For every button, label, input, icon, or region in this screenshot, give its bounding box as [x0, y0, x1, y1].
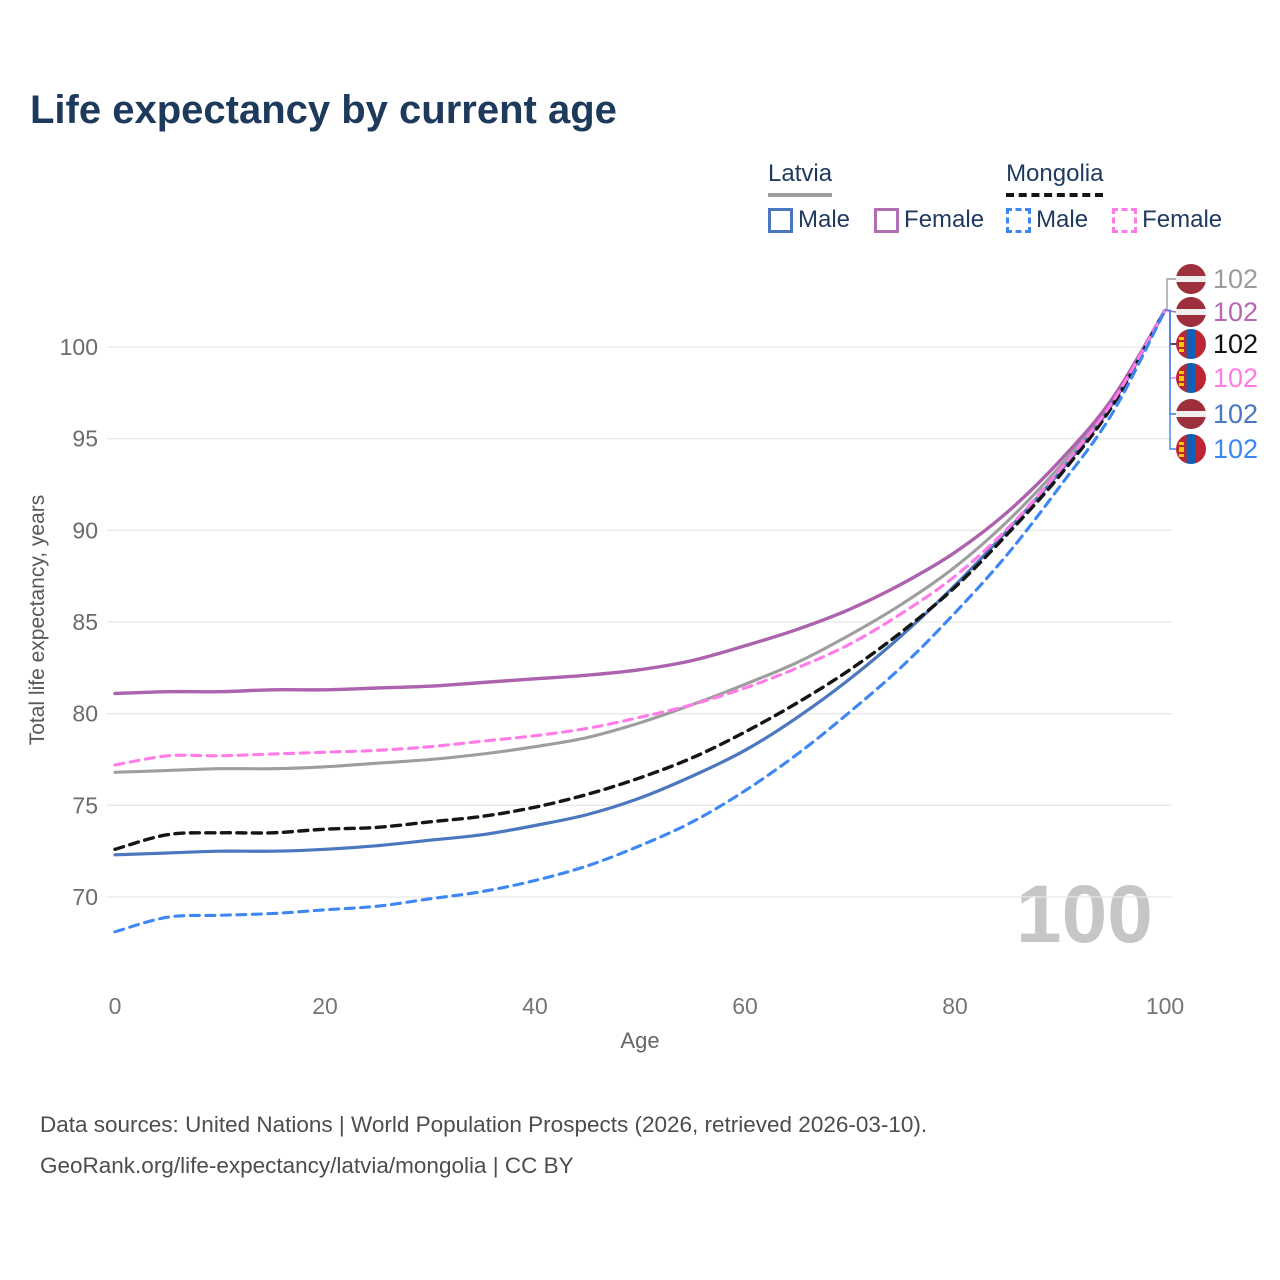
end-label-leader [1165, 309, 1176, 450]
end-label-value: 102 [1213, 297, 1259, 327]
mongolia-male-swatch-icon [1006, 207, 1032, 233]
end-label-row: 102 [1176, 264, 1258, 294]
mongolia-female-swatch-icon [1112, 207, 1138, 233]
y-axis-tick: 90 [72, 517, 98, 543]
mongolia-flag-icon [1176, 363, 1206, 393]
y-axis-tick: 80 [72, 701, 98, 727]
legend-item-latvia-male[interactable]: Male [768, 206, 850, 234]
x-axis-label: Age [620, 1028, 659, 1053]
end-label-value: 102 [1213, 434, 1259, 464]
end-label-value: 102 [1213, 329, 1259, 359]
series-line-latvia-female[interactable] [113, 308, 1167, 696]
mongolia-flag-icon [1176, 329, 1206, 359]
legend-item-mongolia-female[interactable]: Female [1112, 206, 1222, 234]
mongolia-flag-icon [1176, 434, 1206, 464]
latvia-male-swatch-icon [768, 207, 793, 233]
series-line-mongolia-male[interactable] [113, 308, 1167, 934]
legend-group-latvia: Latvia Male Female [768, 160, 984, 234]
age-watermark: 100 [1016, 869, 1153, 960]
y-axis-tick: 85 [72, 609, 98, 635]
series-line-mongolia-female[interactable] [113, 308, 1167, 767]
latvia-flag-icon [1176, 264, 1206, 294]
end-label-value: 102 [1213, 264, 1259, 294]
legend-country-latvia[interactable]: Latvia [768, 160, 833, 197]
end-label-row: 102 [1176, 363, 1258, 393]
y-axis-label: Total life expectancy, years [26, 495, 49, 746]
y-axis-tick: 100 [60, 334, 98, 360]
series-line-latvia-all[interactable] [113, 308, 1167, 774]
series-line-mongolia-all[interactable] [113, 308, 1167, 851]
x-axis-tick: 40 [522, 993, 548, 1019]
latvia-female-swatch-icon [874, 207, 900, 233]
legend-item-label: Male [798, 206, 851, 233]
end-label-row: 102 [1176, 399, 1258, 429]
legend-group-mongolia: Mongolia Male Female [1006, 160, 1222, 234]
latvia-flag-icon [1176, 297, 1206, 327]
end-label-row: 102 [1176, 297, 1258, 327]
legend-country-mongolia[interactable]: Mongolia [1006, 160, 1104, 197]
y-axis-tick: 70 [72, 884, 98, 910]
x-axis-tick: 20 [312, 993, 338, 1019]
y-axis-tick: 95 [72, 426, 98, 452]
x-axis-tick: 60 [732, 993, 758, 1019]
footer-sources: Data sources: United Nations | World Pop… [40, 1112, 928, 1137]
y-axis-tick: 75 [72, 792, 98, 818]
series-line-latvia-male[interactable] [113, 308, 1167, 857]
end-label-leader [1165, 278, 1176, 312]
x-axis-tick: 100 [1146, 993, 1184, 1019]
footer: Data sources: United Nations | World Pop… [40, 1104, 927, 1186]
end-label-row: 102 [1176, 434, 1258, 464]
end-label-value: 102 [1213, 363, 1259, 393]
end-label-row: 102 [1176, 329, 1258, 359]
legend-item-latvia-female[interactable]: Female [874, 206, 984, 234]
end-label-value: 102 [1213, 399, 1259, 429]
legend-item-label: Male [1036, 206, 1089, 233]
legend: Latvia Male Female Mongolia Male [768, 160, 1222, 234]
x-axis-tick: 0 [109, 993, 122, 1019]
chart-title: Life expectancy by current age [30, 88, 617, 132]
latvia-flag-icon [1176, 399, 1206, 429]
legend-item-label: Female [1142, 206, 1223, 233]
legend-item-label: Female [904, 206, 985, 233]
legend-item-mongolia-male[interactable]: Male [1006, 206, 1088, 234]
footer-attribution: GeoRank.org/life-expectancy/latvia/mongo… [40, 1153, 574, 1178]
x-axis-tick: 80 [942, 993, 968, 1019]
